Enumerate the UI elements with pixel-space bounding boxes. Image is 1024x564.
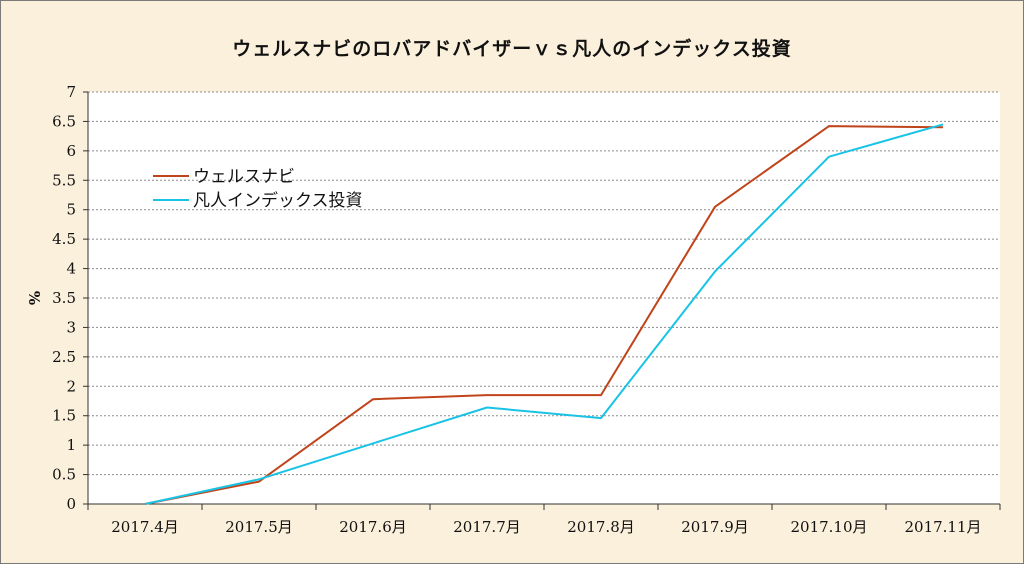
y-tick-label: 7 [66,83,76,101]
x-tick-labels: 2017.4月 2017.5月 2017.6月 2017.7月 2017.8月 2017.… [111,518,981,536]
series-line-1 [144,123,944,505]
y-tick-label: 4 [66,260,76,278]
y-tick-label: 3 [66,318,76,336]
x-tick-label: 2017.7月 [453,518,521,536]
x-tick-label: 2017.5月 [225,518,293,536]
x-tick-label: 2017.9月 [681,518,749,536]
y-tick-label: 3.5 [52,289,76,307]
x-tick-label: 2017.11月 [904,518,981,536]
y-axis-label: % [25,291,43,305]
y-tick-label: 2.5 [52,348,76,366]
y-tick-label: 4.5 [52,230,76,248]
x-tick-label: 2017.10月 [790,518,867,536]
legend-label-1: 凡人インデックス投資 [193,190,363,211]
y-tick-label: 1 [66,436,76,454]
x-tick-label: 2017.8月 [567,518,635,536]
chart-title: ウェルスナビのロバアドバイザーｖｓ凡人のインデックス投資 [232,38,792,60]
x-tick-label: 2017.6月 [339,518,407,536]
y-tick-label: 2 [66,377,76,395]
y-tick-labels: 0 0.5 1 1.5 2 2.5 3 3.5 4 4.5 5 5.5 6 6.5 7 [52,83,76,513]
y-tick-label: 0 [66,495,76,513]
y-tick-label: 6.5 [52,112,76,130]
y-tick-label: 0.5 [52,466,76,484]
y-tick-label: 5.5 [52,171,76,189]
axes [83,91,1001,510]
series-line-0 [144,125,944,505]
grid-lines [88,91,1000,476]
legend-label-0: ウェルスナビ [193,167,295,187]
series-lines [144,123,944,505]
y-tick-label: 1.5 [52,407,76,425]
y-tick-label: 6 [66,142,76,160]
x-tick-label: 2017.4月 [111,518,179,536]
y-tick-label: 5 [66,201,76,219]
